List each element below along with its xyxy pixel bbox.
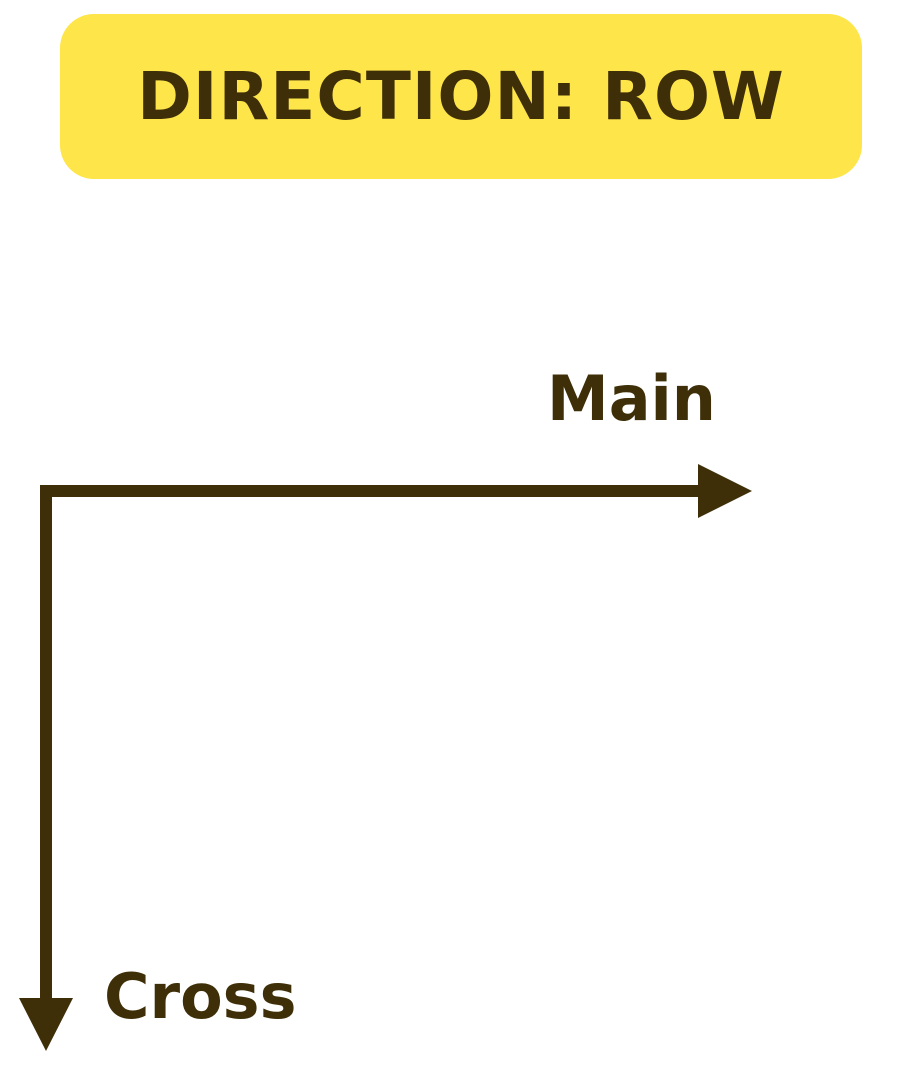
- title-text: DIRECTION: ROW: [137, 57, 785, 135]
- main-axis-label: Main: [547, 362, 716, 435]
- title-banner: DIRECTION: ROW: [60, 14, 862, 179]
- cross-axis-label: Cross: [104, 960, 297, 1033]
- main-axis-arrowhead: [698, 464, 752, 518]
- cross-axis-arrowhead: [19, 998, 73, 1051]
